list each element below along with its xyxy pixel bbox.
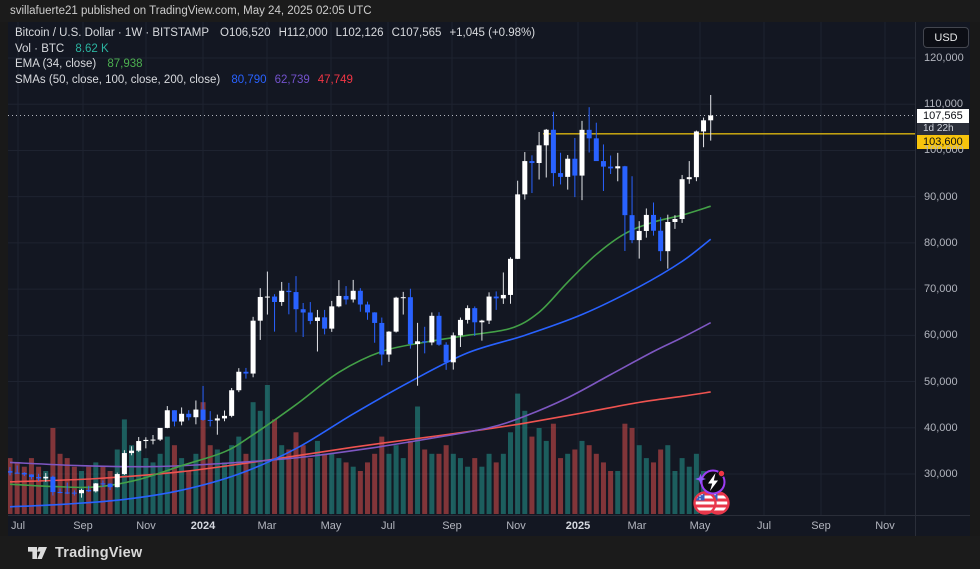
time-tick-label: Nov (875, 520, 895, 532)
sma-label: SMAs (50, close, 100, close, 200, close) (15, 73, 221, 86)
chart-legend: Bitcoin / U.S. Dollar · 1W · BITSTAMP O1… (15, 26, 535, 88)
gridlines (8, 22, 915, 515)
ema-value: 87,938 (107, 58, 143, 71)
legend-symbol-row[interactable]: Bitcoin / U.S. Dollar · 1W · BITSTAMP O1… (15, 26, 535, 42)
time-tick-label: Mar (257, 520, 277, 532)
currency-toggle-button[interactable]: USD (923, 27, 969, 48)
change-value: +1,045 (+0.98%) (449, 27, 536, 39)
time-tick-label: 2025 (565, 520, 591, 532)
time-axis[interactable]: Jul Sep Nov 2024 Mar May Jul Sep Nov 2025 Mar May Ju… (8, 515, 915, 536)
flash-sticker[interactable] (695, 469, 726, 495)
time-tick-label: 2024 (190, 520, 216, 532)
tradingview-logo-icon (28, 546, 47, 559)
tradingview-logo-text: TradingView (55, 545, 143, 561)
time-tick-label: Sep (73, 520, 93, 532)
attribution-text: svillafuerte21 published on TradingView.… (10, 5, 372, 17)
ma-line-ema34 (9, 205, 711, 489)
price-tick-label: 100,000 (924, 144, 964, 157)
time-tick-label: Jul (756, 520, 772, 532)
sparkle-icon (695, 473, 706, 485)
sma200-value: 47,749 (317, 73, 353, 86)
plot-svg (8, 22, 915, 515)
close-value: C107,565 (391, 27, 442, 39)
symbol-title: Bitcoin / U.S. Dollar · 1W · BITSTAMP (15, 27, 209, 39)
candlestick-chart[interactable]: Bitcoin / U.S. Dollar · 1W · BITSTAMP O1… (8, 22, 915, 515)
legend-ema-row[interactable]: EMA (34, close) 87,938 (15, 57, 535, 73)
price-tick-label: 50,000 (924, 375, 958, 388)
volume-value: 8.62 K (75, 42, 109, 55)
lightning-icon (708, 473, 718, 491)
axis-corner (915, 515, 970, 536)
time-tick-label: Sep (442, 520, 462, 532)
bar-countdown-label: 1d 22h (917, 123, 969, 135)
time-tick-label: May (689, 520, 711, 532)
notification-dot (717, 469, 726, 478)
time-tick-label: Nov (136, 520, 156, 532)
ema-label: EMA (34, close) (15, 58, 97, 71)
chart-widget: Bitcoin / U.S. Dollar · 1W · BITSTAMP O1… (8, 22, 970, 536)
time-tick-label: Mar (627, 520, 647, 532)
price-tick-label: 30,000 (924, 468, 958, 480)
high-value: H112,000 (278, 27, 328, 39)
low-value: L102,126 (335, 27, 384, 39)
alert-price-label[interactable]: 103,600 (917, 135, 969, 149)
legend-volume-row[interactable]: Vol · BTC 8.62 K (15, 42, 535, 58)
volume-label: Vol · BTC (15, 42, 65, 55)
time-tick-label: May (320, 520, 342, 532)
attribution-bar: svillafuerte21 published on TradingView.… (0, 0, 980, 22)
time-tick-label: Jul (380, 520, 396, 532)
sma100-value: 62,739 (274, 73, 310, 86)
price-tick-label: 70,000 (924, 283, 958, 296)
time-tick-label: Jul (10, 520, 26, 532)
footer-bar: TradingView (0, 536, 980, 569)
price-tick-label: 110,000 (924, 98, 963, 111)
legend-sma-row[interactable]: SMAs (50, close, 100, close, 200, close)… (15, 73, 535, 89)
usa-flag-sticker[interactable] (693, 491, 717, 515)
price-tick-label: 60,000 (924, 329, 958, 342)
tradingview-logo[interactable]: TradingView (27, 543, 142, 563)
candles-layer (8, 94, 714, 498)
price-tick-label: 80,000 (924, 236, 958, 249)
open-value: O106,520 (220, 27, 271, 39)
current-price-label: 107,565 (917, 109, 969, 123)
sticker-group[interactable] (693, 469, 730, 515)
ma-line-sma50 (9, 238, 712, 508)
price-tick-label: 120,000 (924, 52, 964, 64)
price-tick-label: 90,000 (924, 190, 958, 203)
sma50-value: 80,790 (231, 73, 267, 86)
ma-line-sma100 (9, 321, 712, 468)
price-axis[interactable]: USD 107,565 1d 22h 103,600 30,000 40,000 5… (915, 22, 970, 536)
price-tick-label: 40,000 (924, 421, 958, 434)
time-tick-label: Nov (506, 520, 526, 532)
time-tick-label: Sep (811, 520, 831, 532)
